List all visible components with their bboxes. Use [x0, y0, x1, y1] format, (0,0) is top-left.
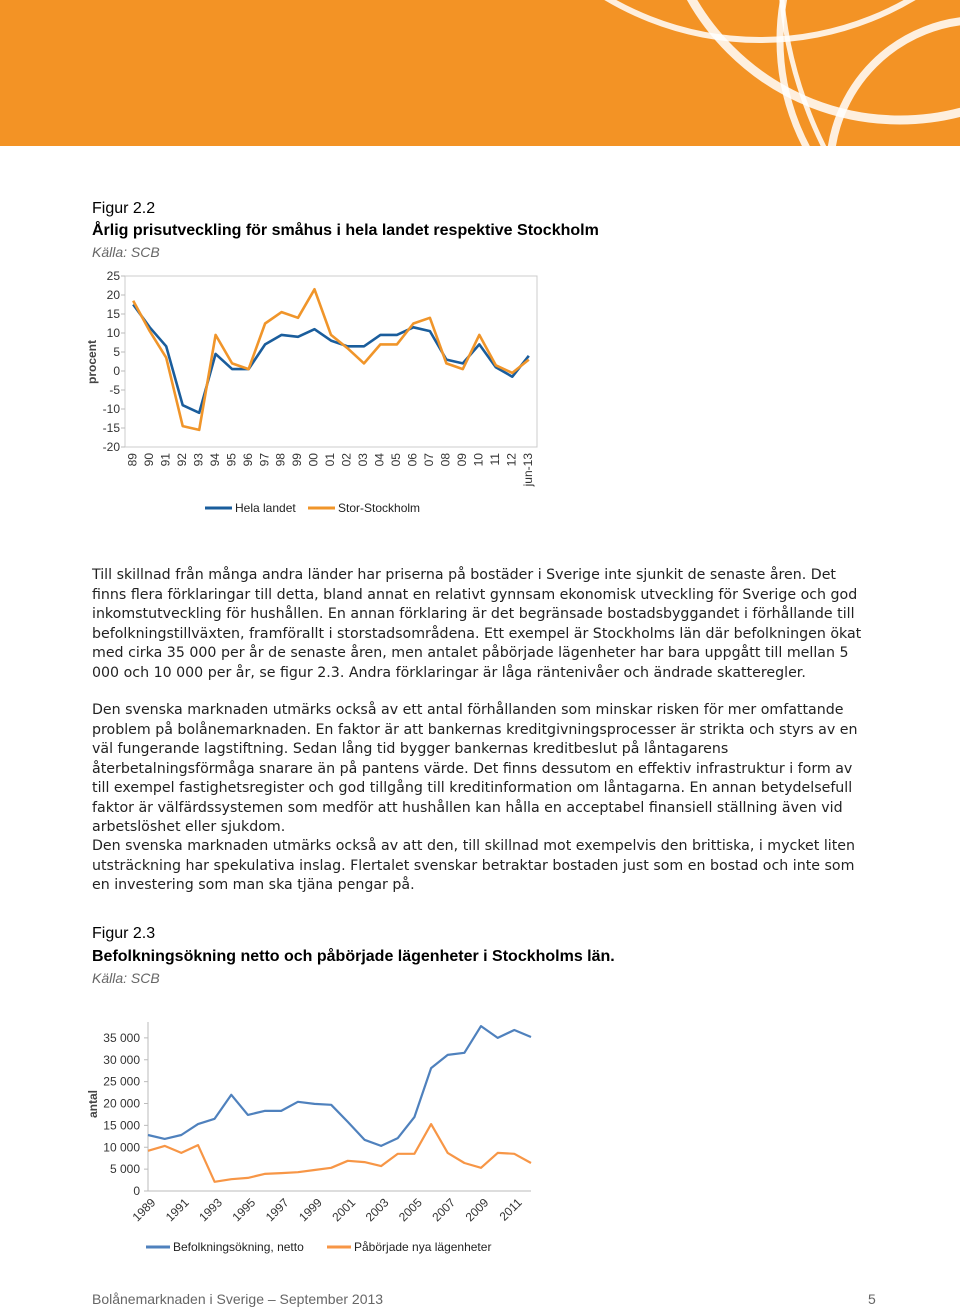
paragraph: Den svenska marknaden utmärks också av a… [92, 838, 856, 893]
x-tick-label: 91 [158, 453, 172, 467]
x-tick-label: 1993 [196, 1195, 225, 1224]
x-tick-label: 1997 [263, 1195, 292, 1224]
x-tick-label: 97 [257, 453, 271, 467]
footer-text: Bolånemarknaden i Sverige – September 20… [92, 1291, 383, 1307]
x-tick-label: 02 [340, 453, 354, 467]
y-tick-label: -10 [103, 402, 121, 416]
x-tick-label: 1999 [296, 1195, 325, 1224]
x-tick-label: 94 [208, 453, 222, 467]
x-tick-label: 11 [488, 453, 502, 466]
x-tick-label: 05 [389, 453, 403, 467]
y-tick-label: -20 [103, 440, 121, 454]
x-tick-label: 96 [241, 453, 255, 467]
y-tick-label: 15 000 [103, 1118, 140, 1132]
y-tick-label: 20 [107, 288, 121, 302]
legend-label: Befolkningsökning, netto [173, 1240, 304, 1254]
y-tick-label: 30 000 [103, 1053, 140, 1067]
figure-label: Figur 2.2 [92, 200, 155, 217]
figure-source: Källa: SCB [92, 970, 160, 986]
plot-area [124, 275, 538, 448]
x-tick-label: 00 [307, 453, 321, 467]
y-tick-label: -5 [109, 383, 120, 397]
x-tick-label: 89 [125, 453, 139, 467]
x-tick-label: 1991 [163, 1195, 192, 1224]
y-tick-label: 35 000 [103, 1031, 140, 1045]
x-tick-label: jun-13 [521, 453, 535, 488]
series-line [147, 1025, 532, 1147]
y-axis-label: antal [86, 1090, 100, 1118]
figure-title: Årlig prisutveckling för småhus i hela l… [92, 220, 599, 239]
x-tick-label: 2009 [463, 1195, 492, 1224]
y-tick-label: 10 [107, 326, 121, 340]
y-axis-label: procent [85, 340, 99, 384]
x-tick-label: 2011 [497, 1195, 525, 1223]
x-tick-label: 93 [191, 453, 205, 467]
x-tick-label: 2005 [396, 1195, 425, 1224]
paragraph: Den svenska marknaden utmärks också av e… [92, 702, 858, 835]
header-band [0, 0, 960, 146]
page-number: 5 [868, 1291, 876, 1307]
paragraph: Till skillnad från många andra länder ha… [92, 567, 862, 681]
x-tick-label: 1995 [229, 1195, 258, 1224]
series-line [132, 288, 530, 432]
figure-title: Befolkningsökning netto och påbörjade lä… [92, 947, 615, 965]
x-tick-label: 99 [290, 453, 304, 467]
y-tick-label: 0 [113, 364, 120, 378]
x-tick-label: 1989 [130, 1195, 159, 1224]
x-tick-label: 08 [439, 453, 453, 467]
x-tick-label: 01 [323, 453, 337, 467]
y-tick-label: 15 [107, 307, 121, 321]
x-tick-label: 12 [504, 453, 518, 467]
x-tick-label: 2003 [363, 1195, 392, 1224]
x-tick-label: 98 [274, 453, 288, 467]
x-tick-label: 04 [373, 453, 387, 467]
x-tick-label: 92 [175, 453, 189, 467]
y-tick-label: 20 000 [103, 1097, 140, 1111]
series-line [132, 303, 530, 415]
figure-label: Figur 2.3 [92, 925, 155, 942]
x-tick-label: 90 [142, 453, 156, 467]
y-tick-label: 0 [133, 1184, 140, 1198]
x-tick-label: 03 [356, 453, 370, 467]
y-tick-label: 25 [107, 269, 121, 283]
y-tick-label: 5 [113, 345, 120, 359]
figure-source: Källa: SCB [92, 244, 160, 260]
legend-label: Stor-Stockholm [338, 501, 420, 515]
x-tick-label: 06 [406, 453, 420, 467]
legend-label: Påbörjade nya lägenheter [354, 1240, 491, 1254]
y-tick-label: -15 [103, 421, 121, 435]
x-tick-label: 09 [455, 453, 469, 467]
y-tick-label: 25 000 [103, 1075, 140, 1089]
legend-label: Hela landet [235, 501, 296, 515]
y-tick-label: 5 000 [110, 1162, 140, 1176]
x-tick-label: 07 [422, 453, 436, 467]
x-tick-label: 2001 [329, 1195, 358, 1224]
x-tick-label: 2007 [429, 1195, 458, 1224]
y-tick-label: 10 000 [103, 1140, 140, 1154]
x-tick-label: 95 [224, 453, 238, 467]
header-decoration [604, 0, 960, 146]
series-line [147, 1123, 532, 1183]
x-tick-label: 10 [471, 453, 485, 467]
